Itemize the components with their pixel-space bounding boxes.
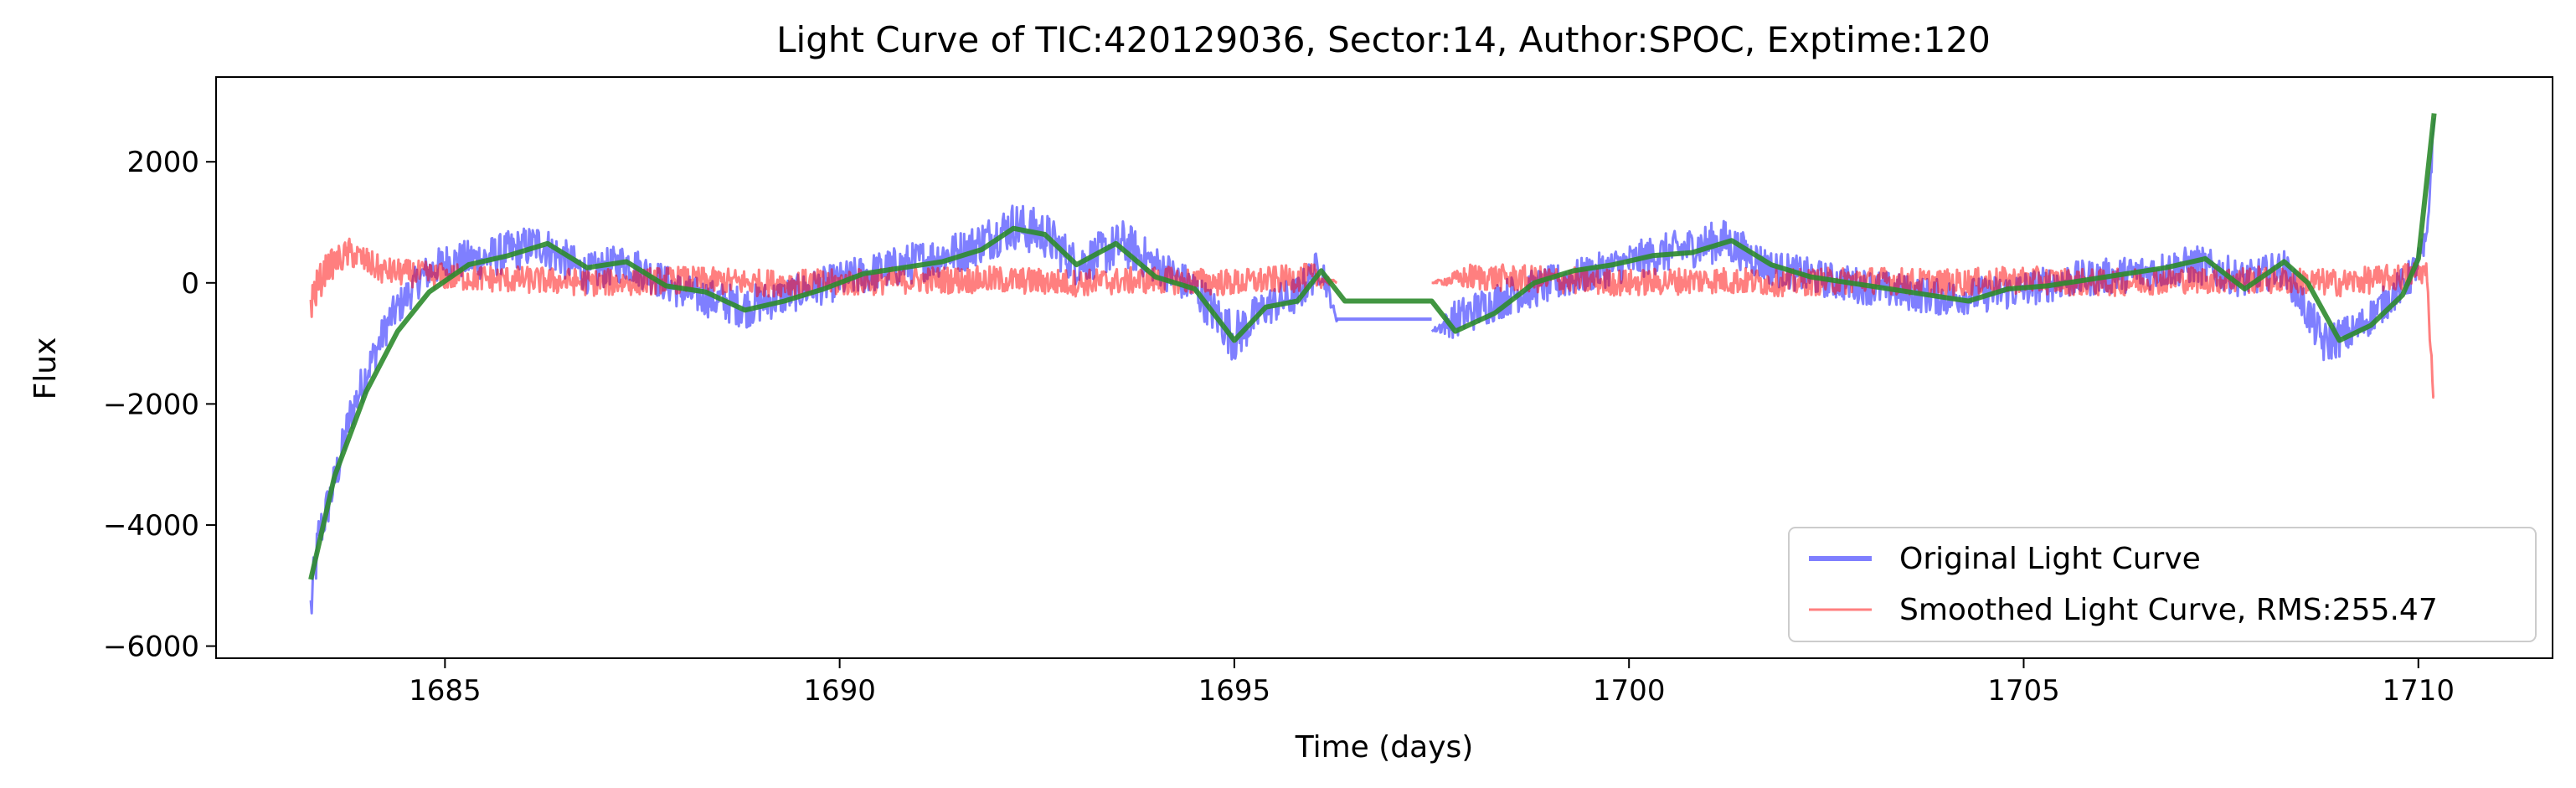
- x-axis-label: Time (days): [1295, 730, 1474, 765]
- y-axis: −6000 −4000 −2000 0 2000: [103, 146, 216, 664]
- legend: Original Light Curve Smoothed Light Curv…: [1788, 527, 2537, 642]
- legend-label-smoothed: Smoothed Light Curve, RMS:255.47: [1899, 593, 2438, 627]
- legend-label-original: Original Light Curve: [1899, 542, 2201, 576]
- x-axis: 1685 1690 1695 1700 1705 1710: [409, 658, 2455, 708]
- x-tick-label: 1690: [803, 674, 876, 708]
- y-tick-label: 2000: [126, 146, 199, 179]
- series-0-segment-0: [309, 204, 1338, 615]
- series-2-line: [308, 113, 2437, 580]
- x-tick-label: 1700: [1593, 674, 1666, 708]
- y-tick-label: −6000: [103, 631, 199, 664]
- x-tick-label: 1710: [2382, 674, 2455, 708]
- x-tick-label: 1695: [1198, 674, 1271, 708]
- series-1-segment-1: [1431, 262, 2435, 399]
- y-tick-label: 0: [181, 267, 199, 301]
- series-2: [308, 113, 2437, 580]
- x-tick-label: 1685: [409, 674, 482, 708]
- plot-area: [308, 113, 2437, 615]
- x-tick-label: 1705: [1987, 674, 2060, 708]
- plot-frame: [215, 76, 2553, 659]
- legend-box: [1788, 527, 2537, 642]
- y-tick-label: −4000: [103, 509, 199, 543]
- y-tick-label: −2000: [103, 388, 199, 421]
- y-axis-label: Flux: [28, 337, 63, 400]
- chart-title: Light Curve of TIC:420129036, Sector:14,…: [776, 19, 1991, 60]
